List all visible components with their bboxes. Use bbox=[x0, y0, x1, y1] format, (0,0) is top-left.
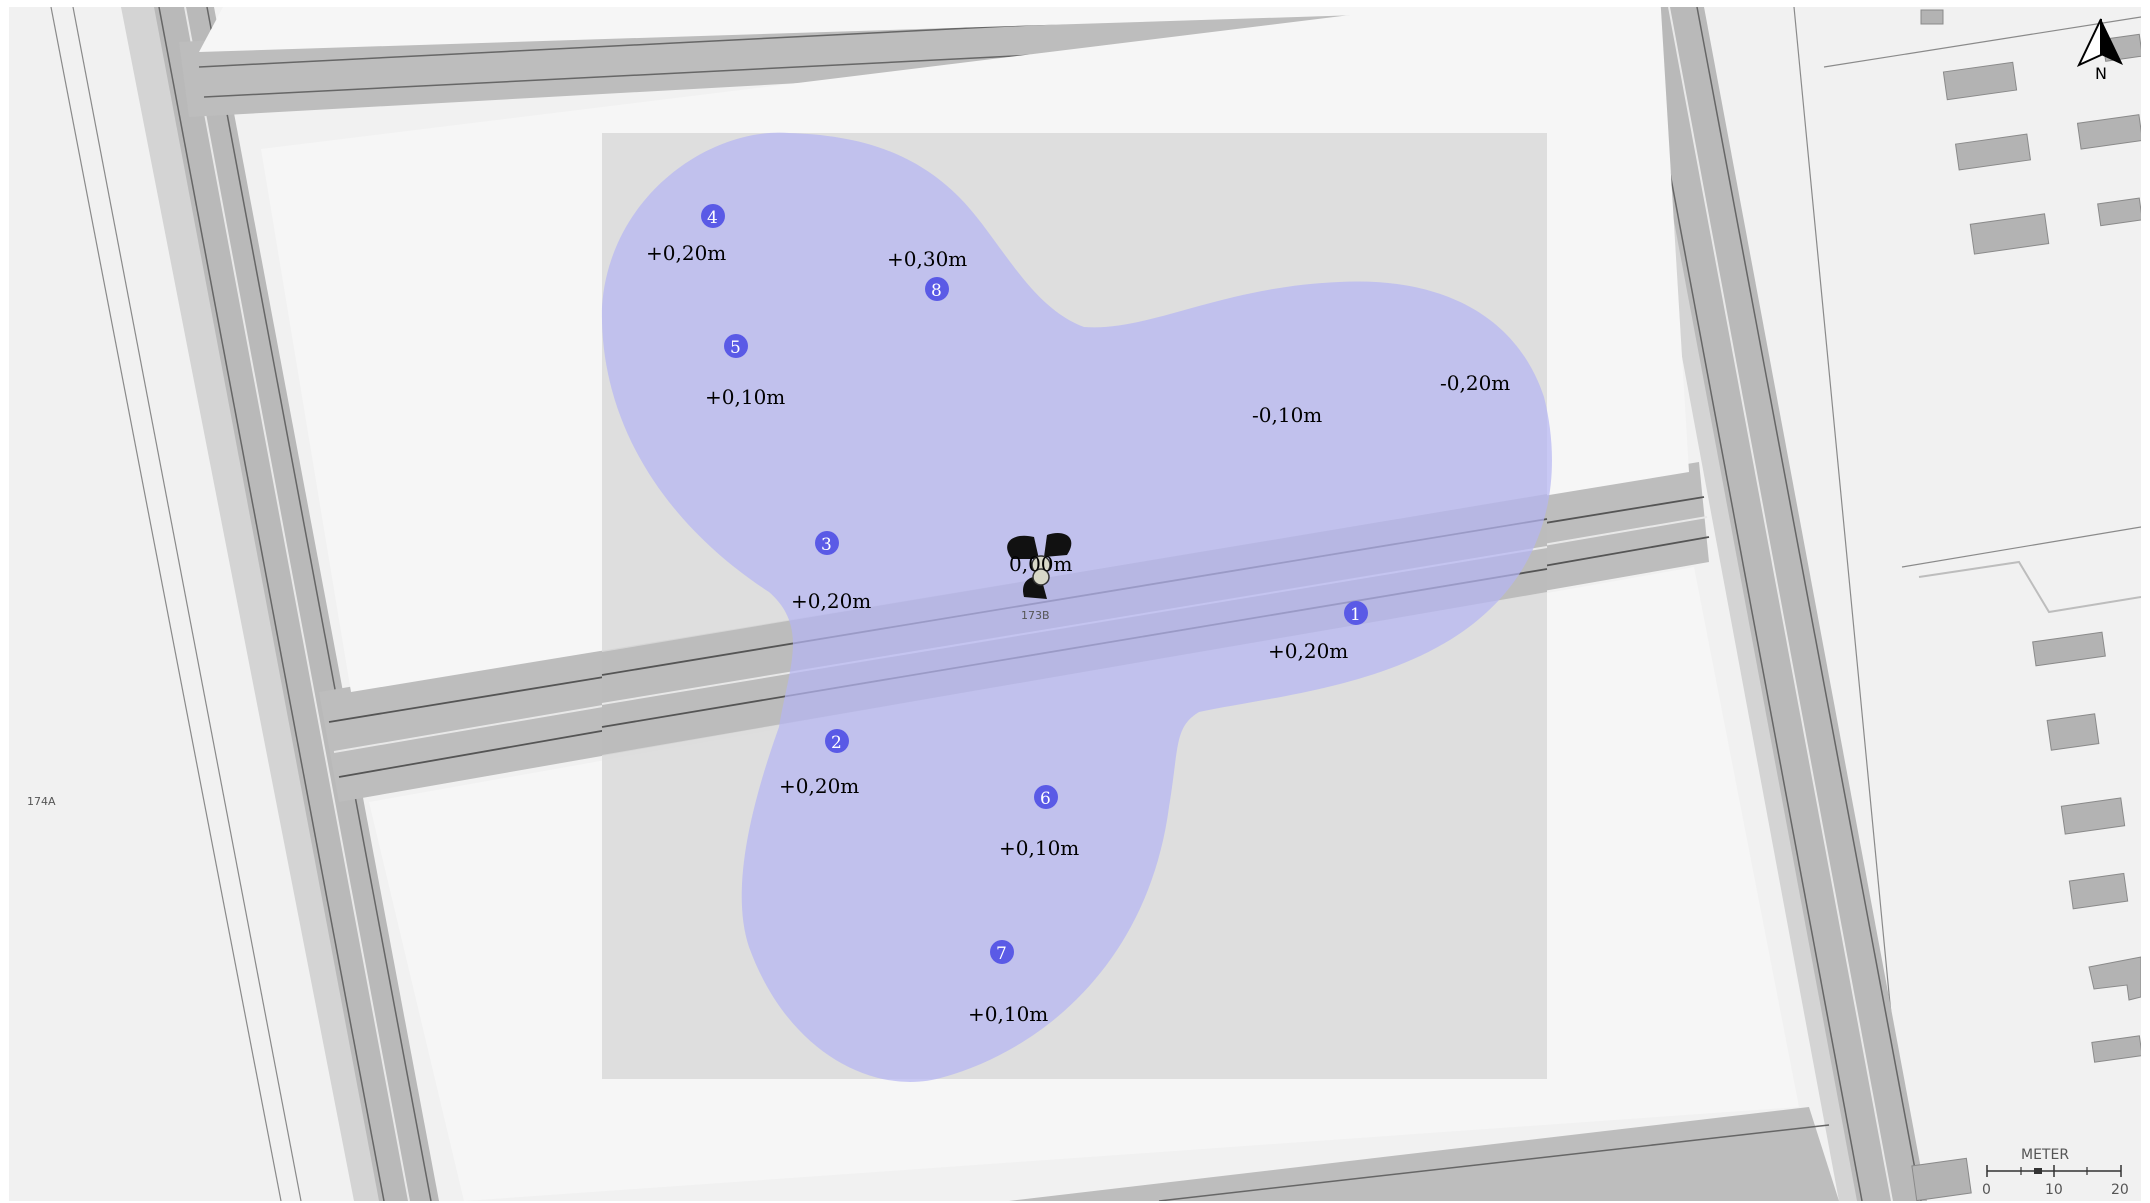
measurement-point-6[interactable]: 6 bbox=[1034, 785, 1058, 809]
right-parcel-lines bbox=[1918, 560, 2141, 614]
source-level-label: 0,00m bbox=[1009, 552, 1073, 576]
contour-label-minus-010: -0,10m bbox=[1252, 403, 1322, 427]
parcel-label-left: 174A bbox=[27, 795, 56, 808]
north-label: N bbox=[2095, 64, 2107, 83]
measurement-point-7[interactable]: 7 bbox=[990, 940, 1014, 964]
measurement-label-8: +0,30m bbox=[887, 247, 967, 271]
svg-text:6: 6 bbox=[1040, 789, 1051, 809]
measurement-point-4[interactable]: 4 bbox=[701, 204, 725, 228]
measurement-point-8[interactable]: 8 bbox=[925, 277, 949, 301]
scale-bar: METER 0 10 20 bbox=[1982, 1147, 2129, 1198]
scale-bar-unit: METER bbox=[2021, 1147, 2069, 1163]
map-viewport[interactable]: 0,00m 173B 174A 1 +0,20m 2 +0,20m 3 +0,2… bbox=[9, 7, 2141, 1201]
north-arrow-icon: N bbox=[2076, 18, 2123, 83]
scale-tick-0: 0 bbox=[1982, 1182, 1991, 1198]
scale-tick-10: 10 bbox=[2045, 1182, 2063, 1198]
road-left bbox=[121, 7, 439, 1201]
measurement-label-5: +0,10m bbox=[705, 385, 785, 409]
scale-tick-20: 20 bbox=[2111, 1182, 2129, 1198]
source-symbol[interactable] bbox=[1007, 533, 1072, 599]
source-blade-left-icon bbox=[1007, 535, 1039, 559]
coverage-zone bbox=[601, 132, 1552, 1082]
map-canvas[interactable]: 0,00m 173B 174A 1 +0,20m 2 +0,20m 3 +0,2… bbox=[9, 7, 2141, 1201]
source-blade-right-icon bbox=[1044, 533, 1072, 557]
svg-text:4: 4 bbox=[707, 208, 718, 228]
svg-text:3: 3 bbox=[821, 535, 832, 555]
measurement-label-2: +0,20m bbox=[779, 774, 859, 798]
measurement-label-4: +0,20m bbox=[646, 241, 726, 265]
svg-text:7: 7 bbox=[996, 944, 1007, 964]
svg-text:1: 1 bbox=[1350, 605, 1361, 625]
parcel-label-center: 173B bbox=[1021, 609, 1050, 622]
measurement-point-1[interactable]: 1 bbox=[1344, 601, 1368, 625]
svg-text:8: 8 bbox=[931, 281, 942, 301]
measurement-label-7: +0,10m bbox=[968, 1002, 1048, 1026]
measurement-label-1: +0,20m bbox=[1268, 639, 1348, 663]
buildings bbox=[1911, 9, 2141, 1201]
svg-text:5: 5 bbox=[730, 338, 741, 358]
road-right bbox=[1617, 7, 1927, 1201]
svg-text:2: 2 bbox=[831, 733, 842, 753]
measurement-label-6: +0,10m bbox=[999, 836, 1079, 860]
contour-label-minus-020: -0,20m bbox=[1440, 371, 1510, 395]
parcel-lines bbox=[50, 7, 2141, 1201]
measurement-point-5[interactable]: 5 bbox=[724, 334, 748, 358]
road-bottom bbox=[1009, 1107, 1839, 1201]
measurement-label-3: +0,20m bbox=[791, 589, 871, 613]
measurement-point-2[interactable]: 2 bbox=[825, 729, 849, 753]
measurement-point-3[interactable]: 3 bbox=[815, 531, 839, 555]
